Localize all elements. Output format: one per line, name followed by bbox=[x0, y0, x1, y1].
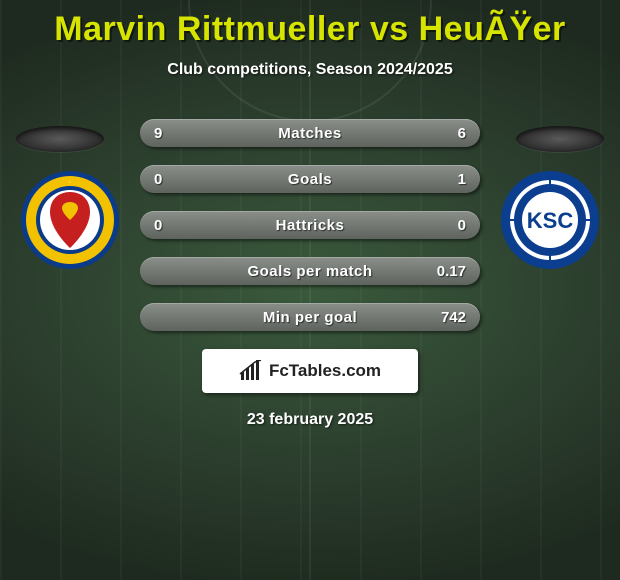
stat-left-value: 9 bbox=[154, 125, 184, 142]
stat-label: Matches bbox=[278, 125, 342, 142]
stat-right-value: 6 bbox=[436, 125, 466, 142]
stat-right-value: 1 bbox=[436, 171, 466, 188]
stat-right-value: 0 bbox=[436, 217, 466, 234]
stat-row: 9 Matches 6 bbox=[140, 119, 480, 147]
stat-left-value: 0 bbox=[154, 217, 184, 234]
player-photo-slot-right bbox=[516, 126, 604, 152]
braunschweig-crest-icon: · bbox=[20, 170, 120, 270]
page-subtitle: Club competitions, Season 2024/2025 bbox=[0, 61, 620, 79]
ksc-crest-icon: KSC bbox=[500, 170, 600, 270]
stat-left-value: 0 bbox=[154, 171, 184, 188]
stat-row: 0 Goals 1 bbox=[140, 165, 480, 193]
footer-date: 23 february 2025 bbox=[0, 411, 620, 429]
content-wrapper: Marvin Rittmueller vs HeuÃŸer Club compe… bbox=[0, 0, 620, 429]
stat-label: Goals bbox=[288, 171, 332, 188]
club-logo-right: KSC bbox=[500, 170, 600, 270]
stat-label: Hattricks bbox=[276, 217, 345, 234]
player-photo-slot-left bbox=[16, 126, 104, 152]
stat-right-value: 742 bbox=[436, 309, 466, 326]
stat-label: Min per goal bbox=[263, 309, 357, 326]
svg-text:·: · bbox=[69, 180, 71, 186]
stat-row: 0 Hattricks 0 bbox=[140, 211, 480, 239]
stats-list: 9 Matches 6 0 Goals 1 0 Hattricks 0 Goal… bbox=[140, 119, 480, 331]
stat-row: Min per goal 742 bbox=[140, 303, 480, 331]
stat-label: Goals per match bbox=[247, 263, 372, 280]
stat-right-value: 0.17 bbox=[436, 263, 466, 280]
club-logo-left: · bbox=[20, 170, 120, 270]
bar-chart-icon bbox=[239, 360, 263, 382]
page-title: Marvin Rittmueller vs HeuÃŸer bbox=[0, 0, 620, 49]
stat-row: Goals per match 0.17 bbox=[140, 257, 480, 285]
svg-text:KSC: KSC bbox=[527, 208, 574, 233]
brand-text: FcTables.com bbox=[269, 361, 381, 381]
brand-badge[interactable]: FcTables.com bbox=[202, 349, 418, 393]
